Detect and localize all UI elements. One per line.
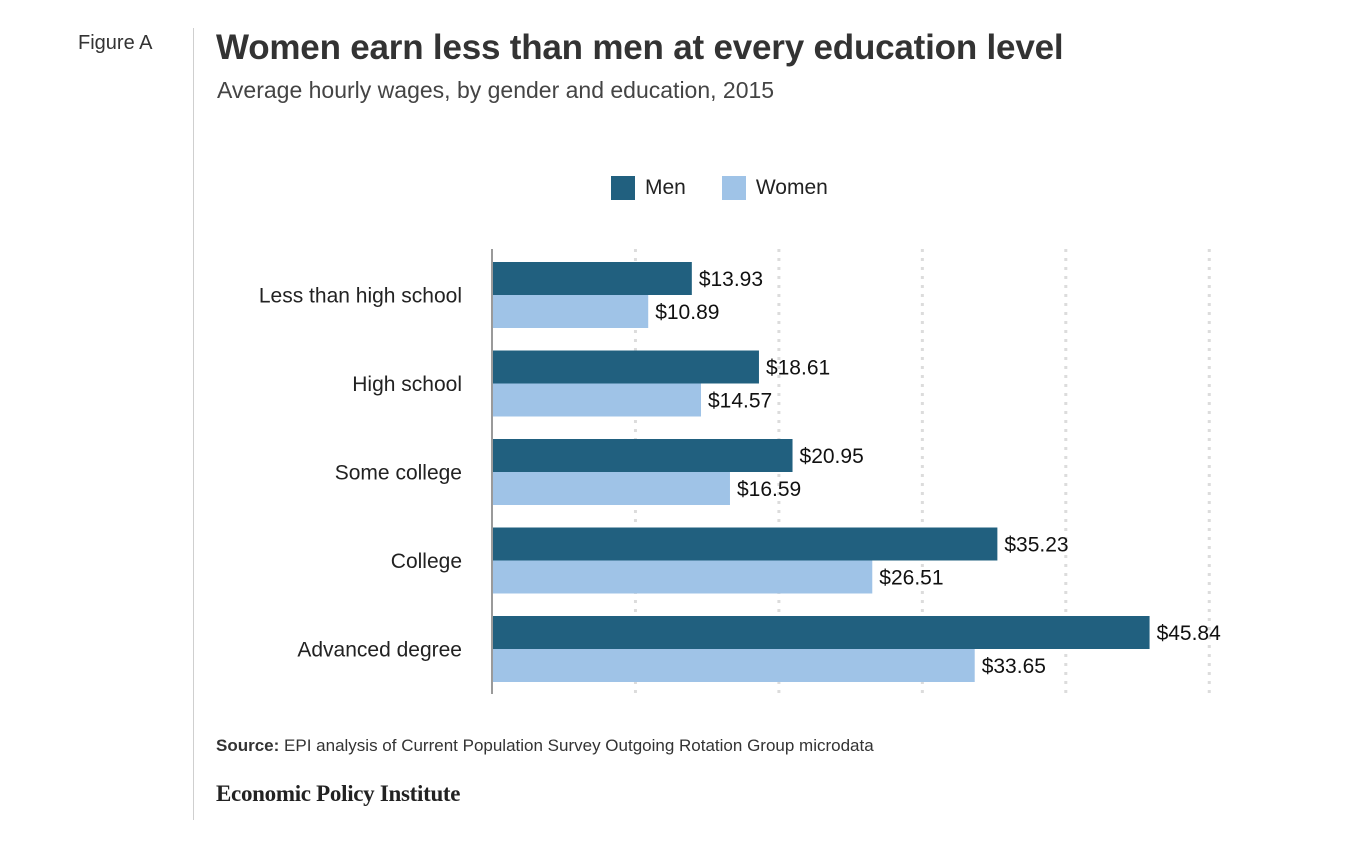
source-note: Source: EPI analysis of Current Populati…	[216, 736, 874, 756]
category-label: Less than high school	[259, 285, 462, 308]
bar-women	[492, 649, 975, 682]
data-label: $13.93	[699, 268, 763, 291]
legend-label-women: Women	[755, 176, 828, 199]
bar-women	[492, 472, 730, 505]
data-label: $16.59	[737, 478, 801, 501]
category-label: Advanced degree	[297, 639, 462, 662]
data-label: $33.65	[982, 655, 1046, 678]
bar-men	[492, 439, 793, 472]
vertical-divider	[193, 28, 194, 820]
legend-swatch-men	[611, 176, 635, 200]
data-label: $45.84	[1157, 622, 1222, 645]
legend: Men Women	[611, 176, 864, 200]
source-label: Source:	[216, 736, 280, 755]
legend-item-men: Men	[611, 176, 686, 200]
bar-men	[492, 262, 692, 295]
category-label: College	[391, 550, 462, 573]
bar-women	[492, 383, 702, 417]
legend-item-women: Women	[721, 176, 828, 200]
data-label: $18.61	[766, 357, 830, 380]
legend-label-men: Men	[645, 176, 686, 199]
bar-men	[492, 616, 1150, 649]
data-label: $35.23	[1004, 534, 1068, 557]
category-label: High school	[352, 373, 462, 396]
data-label: $14.57	[708, 390, 772, 413]
data-label: $26.51	[879, 567, 943, 590]
chart-subtitle: Average hourly wages, by gender and educ…	[217, 77, 775, 103]
category-label: Some college	[335, 462, 462, 485]
bar-men	[492, 350, 759, 384]
source-text: EPI analysis of Current Population Surve…	[284, 736, 874, 755]
chart-title: Women earn less than men at every educat…	[216, 28, 1064, 67]
data-label: $10.89	[655, 301, 719, 324]
legend-swatch-women	[721, 176, 746, 200]
bar-men	[492, 527, 998, 561]
figure-label: Figure A	[78, 32, 153, 54]
bar-women	[492, 295, 649, 328]
brand-logo: Economic Policy Institute	[216, 781, 461, 806]
data-label: $20.95	[800, 445, 864, 468]
bar-women	[492, 560, 873, 594]
